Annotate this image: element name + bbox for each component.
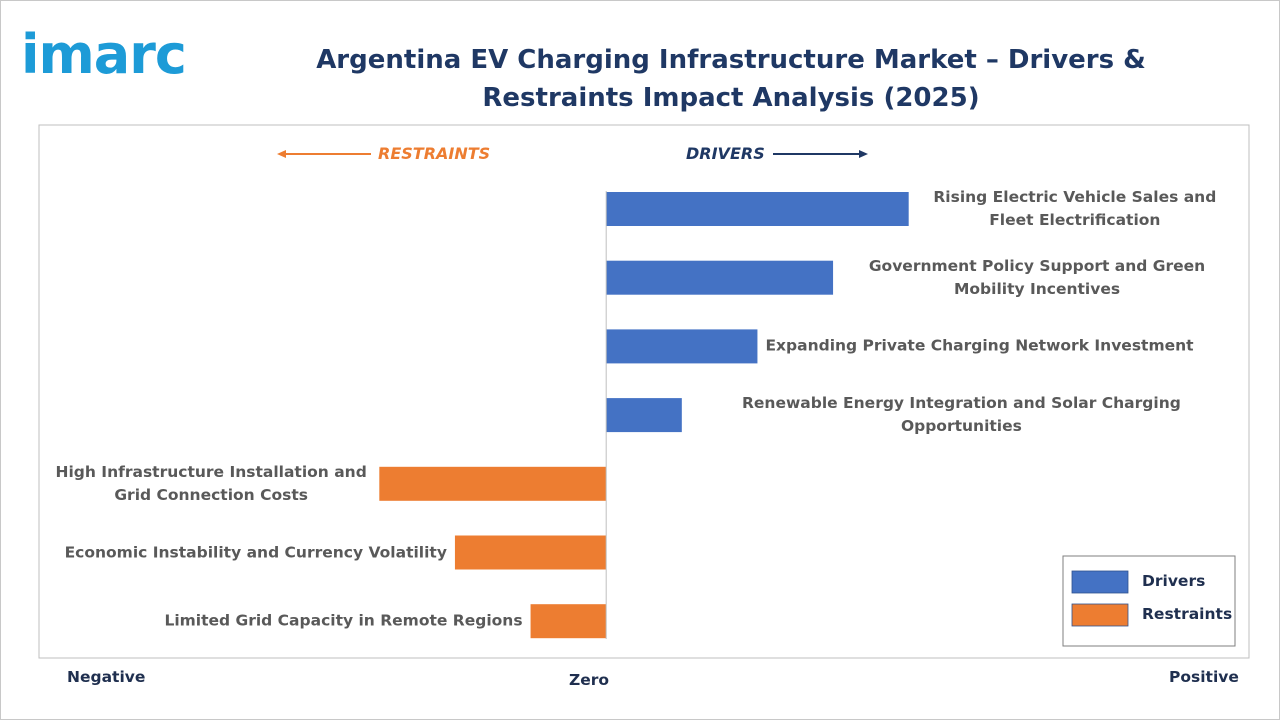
logo: imarc <box>21 23 187 86</box>
category-label: Economic Instability and Currency Volati… <box>64 543 447 561</box>
bar <box>454 535 607 570</box>
plot-frame <box>38 124 1250 659</box>
legend-label: Restraints <box>1142 605 1233 623</box>
restraints-label: RESTRAINTS <box>378 144 491 163</box>
bar <box>606 260 834 295</box>
legend-swatch <box>1071 570 1129 594</box>
legend-swatch <box>1071 603 1129 627</box>
drivers-arrowhead <box>859 150 868 158</box>
restraints-arrowhead <box>277 150 286 158</box>
category-label: Limited Grid Capacity in Remote Regions <box>164 611 523 630</box>
chart-title: Argentina EV Charging Infrastructure Mar… <box>316 45 1146 113</box>
bar <box>379 466 607 501</box>
category-label: Renewable Energy Integration and Solar C… <box>741 394 1181 436</box>
bar <box>606 329 758 364</box>
bar <box>606 398 682 433</box>
category-label: Government Policy Support and Green Mobi… <box>868 256 1206 298</box>
category-label: Expanding Private Charging Network Inves… <box>765 336 1194 355</box>
category-label: High Infrastructure Installation and Gri… <box>55 462 367 504</box>
x-zero-label: Zero <box>569 671 610 689</box>
x-left-label: Negative <box>67 668 146 686</box>
bar <box>606 192 909 226</box>
legend-label: Drivers <box>1142 572 1206 590</box>
bar <box>530 604 607 639</box>
legend-box <box>1062 555 1236 647</box>
category-label: Rising Electric Vehicle Sales and Fleet … <box>933 188 1217 229</box>
x-right-label: Positive <box>1169 668 1239 686</box>
drivers-label: DRIVERS <box>686 144 765 163</box>
